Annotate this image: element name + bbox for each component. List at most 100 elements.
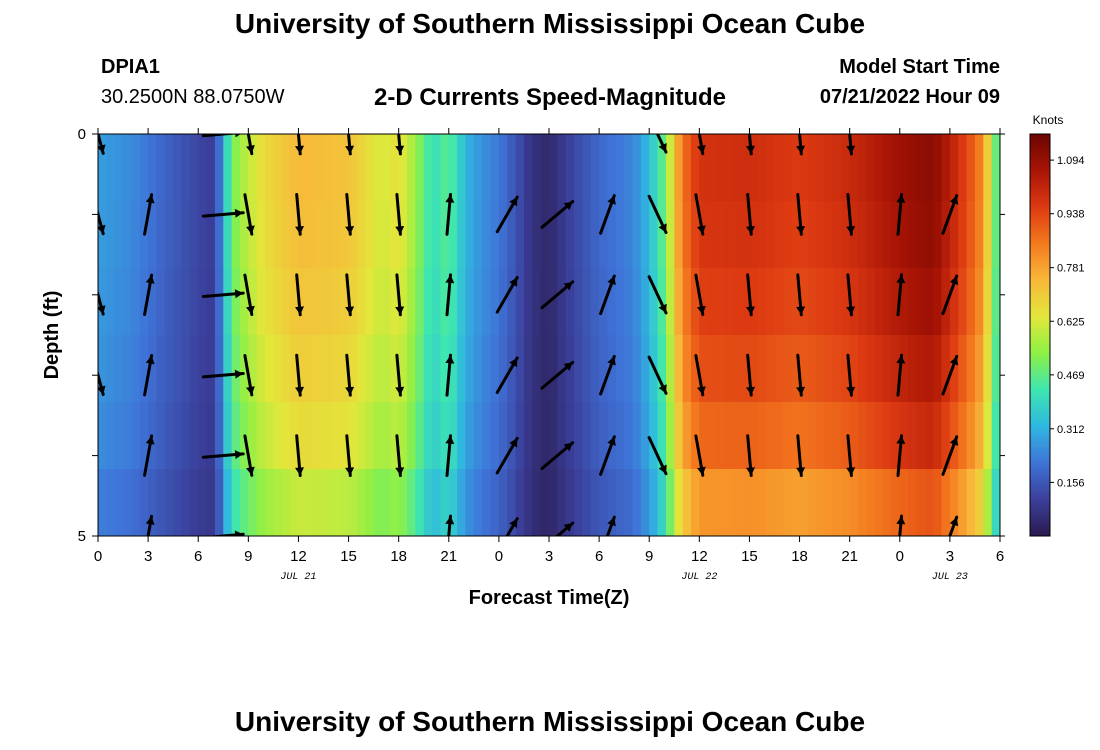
heatmap-cell — [198, 201, 208, 269]
heatmap-cell — [248, 402, 258, 470]
current-vector — [445, 514, 455, 536]
x-tick-label: 3 — [144, 548, 152, 565]
heatmap-cell — [615, 134, 625, 202]
vector-arrowhead — [746, 467, 755, 476]
heatmap-cell — [582, 134, 592, 202]
heatmap-cell — [565, 268, 575, 336]
heatmap-cell — [298, 134, 308, 202]
heatmap-cell — [323, 335, 333, 403]
heatmap-cell — [590, 134, 600, 202]
station-coordinates: 30.2500N 88.0750W — [101, 86, 285, 108]
heatmap-cell — [824, 201, 834, 269]
heatmap-cell — [958, 402, 968, 470]
current-vector — [647, 355, 668, 395]
heatmap-cell — [924, 402, 934, 470]
heatmap-cell — [874, 201, 884, 269]
heatmap-cell — [123, 402, 133, 470]
heatmap-cell — [899, 402, 909, 470]
heatmap-cell — [390, 134, 400, 202]
heatmap-cell — [223, 134, 233, 202]
heatmap-cell — [189, 402, 199, 470]
heatmap-cell — [448, 268, 458, 336]
heatmap-cell — [891, 134, 901, 202]
heatmap-cell — [156, 335, 166, 403]
heatmap-cell — [164, 134, 174, 202]
vector-arrowhead — [846, 145, 856, 154]
heatmap-cell — [340, 134, 350, 202]
heatmap-cell — [231, 402, 241, 470]
heatmap-cell — [273, 268, 283, 336]
current-vector — [445, 434, 455, 477]
x-tick-label: 12 — [691, 548, 708, 565]
heatmap-cell — [98, 469, 107, 536]
heatmap-cell — [348, 469, 358, 536]
heatmap-cell — [123, 469, 133, 536]
heatmap-cell — [114, 134, 124, 202]
heatmap-cell — [498, 134, 508, 202]
heatmap-cell — [273, 402, 283, 470]
heatmap-cell — [407, 335, 416, 403]
heatmap-cell — [440, 201, 450, 269]
vector-arrowhead — [445, 274, 455, 284]
heatmap-cell — [665, 201, 675, 269]
heatmap-cell — [657, 469, 667, 536]
heatmap-cell — [858, 402, 867, 470]
heatmap-cell — [106, 469, 116, 536]
heatmap-cell — [448, 402, 458, 470]
heatmap-cell — [265, 201, 274, 269]
heatmap-cell — [974, 335, 984, 403]
heatmap-cell — [532, 201, 542, 269]
heatmap-cell — [590, 402, 600, 470]
current-vector — [941, 354, 959, 396]
heatmap-cell — [866, 335, 876, 403]
heatmap-cell — [298, 335, 308, 403]
heatmap-cell — [306, 134, 316, 202]
heatmap-cell — [407, 201, 416, 269]
heatmap-cell — [348, 402, 358, 470]
colorbar-tick-label: 0.625 — [1057, 316, 1085, 328]
heatmap-cell — [381, 402, 391, 470]
heatmap-cell — [239, 469, 249, 536]
vector-arrowhead — [896, 274, 906, 284]
heatmap-cell — [941, 469, 951, 536]
page-title: University of Southern Mississippi Ocean… — [234, 8, 866, 39]
heatmap-cell — [974, 268, 984, 336]
heatmap-cell — [123, 201, 133, 269]
heatmap-cell — [741, 402, 751, 470]
heatmap-cell — [239, 134, 249, 202]
heatmap-cell — [198, 469, 208, 536]
heatmap-cell — [281, 268, 291, 336]
current-vector — [495, 276, 519, 314]
current-vector — [345, 273, 355, 317]
heatmap-cell — [123, 335, 133, 403]
heatmap-cell — [908, 134, 918, 202]
heatmap-cell — [649, 201, 659, 269]
heatmap-cell — [741, 134, 751, 202]
heatmap-cell — [707, 268, 717, 336]
heatmap-cell — [457, 201, 467, 269]
vector-arrowhead — [234, 530, 244, 536]
heatmap-cell — [273, 469, 283, 536]
vector-arrowhead — [145, 194, 155, 204]
heatmap-cell — [365, 134, 375, 202]
heatmap-cell — [983, 268, 993, 336]
vector-arrowhead — [295, 386, 304, 396]
current-vector — [540, 360, 575, 390]
vector-arrowhead — [658, 384, 667, 394]
heatmap-cell — [632, 134, 642, 202]
heatmap-cell — [724, 335, 734, 403]
vector-arrowhead — [896, 435, 906, 444]
heatmap-cell — [791, 134, 801, 202]
heatmap-cell — [498, 335, 508, 403]
heatmap-cell — [206, 268, 216, 336]
current-vector — [540, 280, 575, 310]
heatmap-cell — [858, 201, 867, 269]
colorbar-tick-label: 1.094 — [1057, 155, 1085, 167]
heatmap-cell — [223, 268, 233, 336]
vector-arrowhead — [658, 223, 667, 233]
heatmap-cell — [574, 335, 584, 403]
heatmap-cell — [908, 201, 918, 269]
heatmap-cell — [590, 469, 600, 536]
heatmap-cell — [465, 335, 475, 403]
heatmap-cell — [757, 402, 767, 470]
